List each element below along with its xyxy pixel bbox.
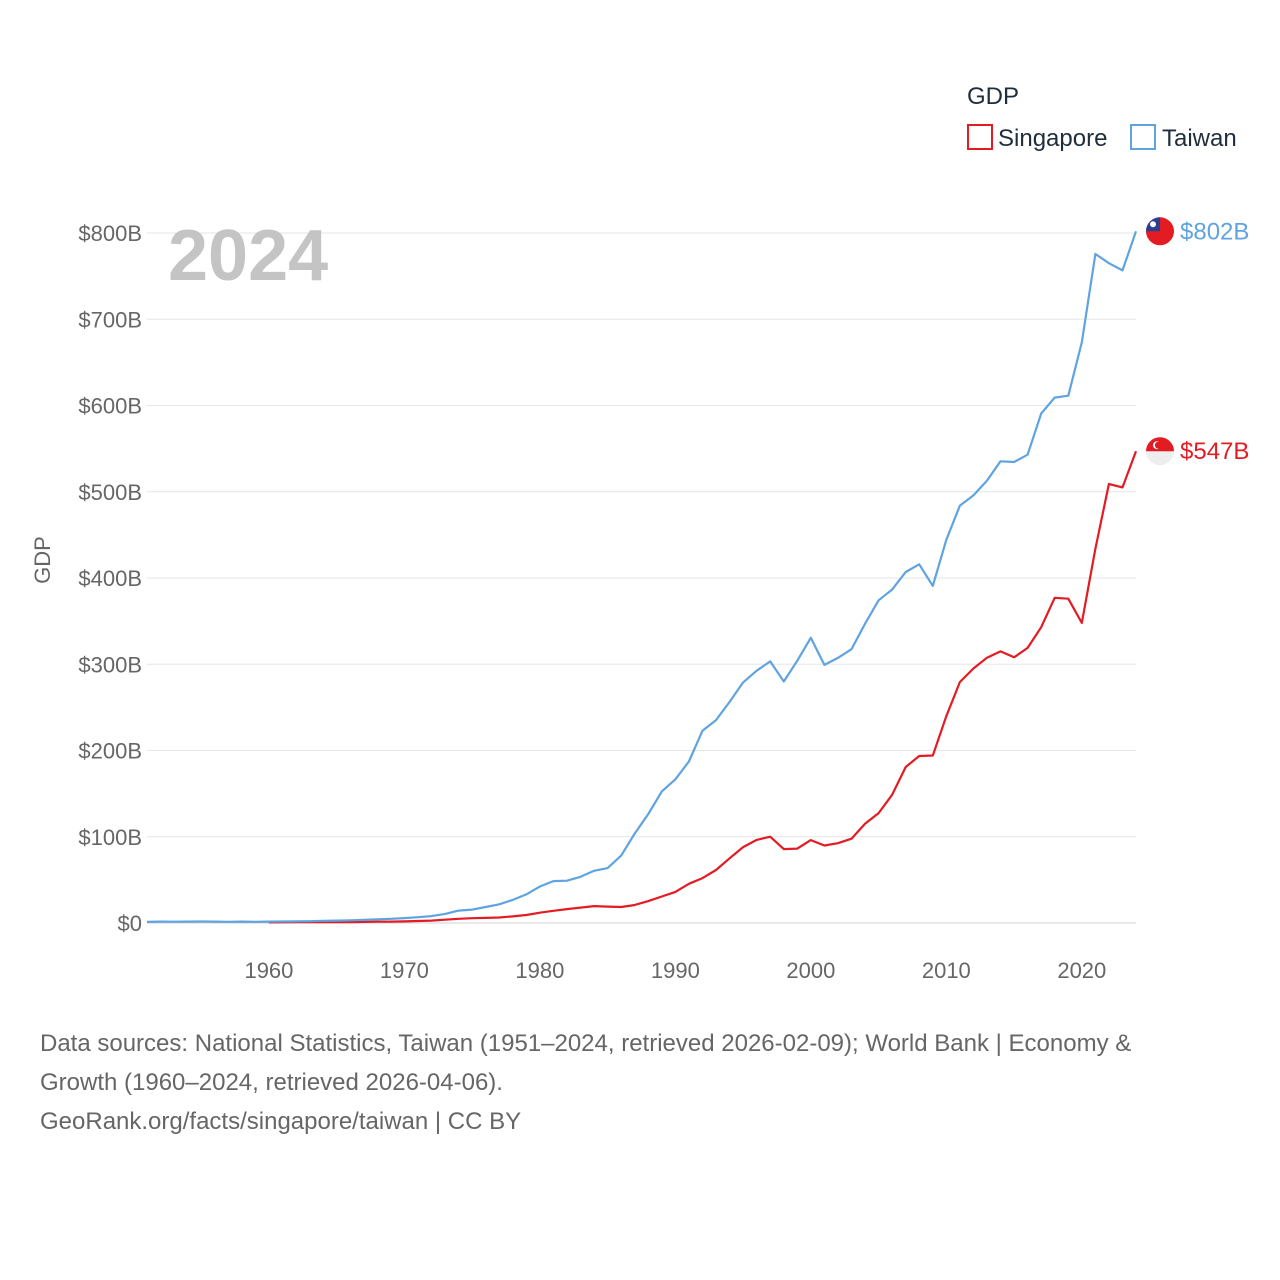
end-markers: $547B $802B [1146, 217, 1249, 466]
legend-label-taiwan[interactable]: Taiwan [1162, 125, 1237, 152]
y-tick-label: $0 [118, 911, 142, 936]
legend-title: GDP [967, 83, 1019, 110]
legend[interactable]: GDP Singapore Taiwan [967, 83, 1237, 152]
y-tick-label: $100B [78, 825, 142, 850]
end-value-label-taiwan: $802B [1180, 218, 1249, 245]
singapore-flag-icon [1146, 437, 1174, 466]
legend-swatch-taiwan[interactable] [1130, 124, 1156, 150]
legend-label-singapore[interactable]: Singapore [998, 125, 1107, 152]
series-line-singapore[interactable] [268, 450, 1138, 924]
y-tick-label: $200B [78, 739, 142, 764]
y-tick-label: $600B [78, 394, 142, 419]
y-tick-label: $300B [78, 652, 142, 677]
y-axis-label: GDP [30, 536, 55, 584]
series-lines [146, 230, 1138, 924]
x-axis-ticks: 1960 1970 1980 1990 2000 2010 2020 [244, 958, 1106, 983]
series-line-taiwan[interactable] [146, 230, 1138, 923]
legend-swatch-singapore[interactable] [967, 124, 993, 150]
x-tick-label: 2010 [922, 958, 971, 983]
x-tick-label: 1970 [380, 958, 429, 983]
year-watermark: 2024 [168, 216, 328, 296]
y-tick-label: $800B [78, 221, 142, 246]
source-line: Growth (1960–2024, retrieved 2026-04-06)… [40, 1069, 503, 1096]
x-tick-label: 1980 [515, 958, 564, 983]
y-tick-label: $400B [78, 566, 142, 591]
y-tick-label: $500B [78, 480, 142, 505]
y-tick-label: $700B [78, 307, 142, 332]
x-tick-label: 2000 [786, 958, 835, 983]
source-attribution[interactable]: GeoRank.org/facts/singapore/taiwan | CC … [40, 1108, 522, 1135]
taiwan-flag-icon [1146, 217, 1174, 246]
end-value-label-singapore: $547B [1180, 438, 1249, 465]
x-tick-label: 1990 [651, 958, 700, 983]
x-tick-label: 1960 [244, 958, 293, 983]
source-line: Data sources: National Statistics, Taiwa… [40, 1030, 1132, 1057]
x-tick-label: 2020 [1057, 958, 1106, 983]
grid-lines [147, 232, 1136, 924]
y-axis-ticks: $0 $100B $200B $300B $400B $500B $600B $700B $80… [78, 221, 142, 936]
source-note: Data sources: National Statistics, Taiwa… [40, 1024, 1240, 1141]
